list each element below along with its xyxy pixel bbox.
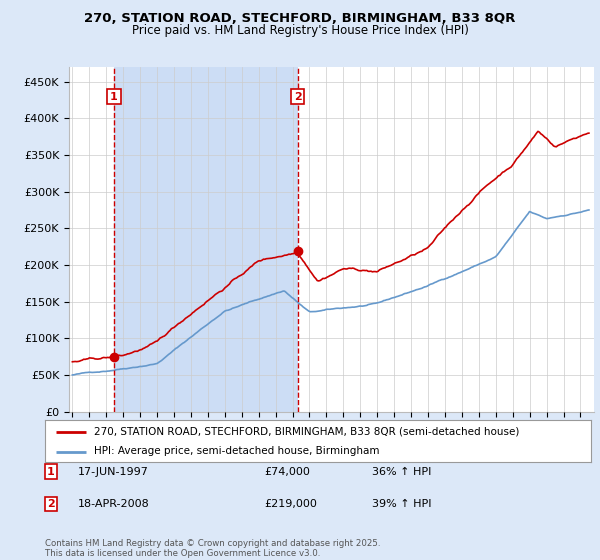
Text: 17-JUN-1997: 17-JUN-1997: [78, 466, 149, 477]
Text: Contains HM Land Registry data © Crown copyright and database right 2025.
This d: Contains HM Land Registry data © Crown c…: [45, 539, 380, 558]
Text: 36% ↑ HPI: 36% ↑ HPI: [372, 466, 431, 477]
Text: 270, STATION ROAD, STECHFORD, BIRMINGHAM, B33 8QR (semi-detached house): 270, STATION ROAD, STECHFORD, BIRMINGHAM…: [94, 427, 520, 437]
Text: 18-APR-2008: 18-APR-2008: [78, 499, 150, 509]
Text: 2: 2: [47, 499, 55, 509]
Text: 39% ↑ HPI: 39% ↑ HPI: [372, 499, 431, 509]
Text: Price paid vs. HM Land Registry's House Price Index (HPI): Price paid vs. HM Land Registry's House …: [131, 24, 469, 36]
Text: 1: 1: [110, 91, 118, 101]
Text: £219,000: £219,000: [264, 499, 317, 509]
Text: 1: 1: [47, 466, 55, 477]
Bar: [114, 67, 298, 412]
Text: £74,000: £74,000: [264, 466, 310, 477]
Text: HPI: Average price, semi-detached house, Birmingham: HPI: Average price, semi-detached house,…: [94, 446, 380, 456]
Text: 2: 2: [294, 91, 302, 101]
Text: 270, STATION ROAD, STECHFORD, BIRMINGHAM, B33 8QR: 270, STATION ROAD, STECHFORD, BIRMINGHAM…: [85, 12, 515, 25]
